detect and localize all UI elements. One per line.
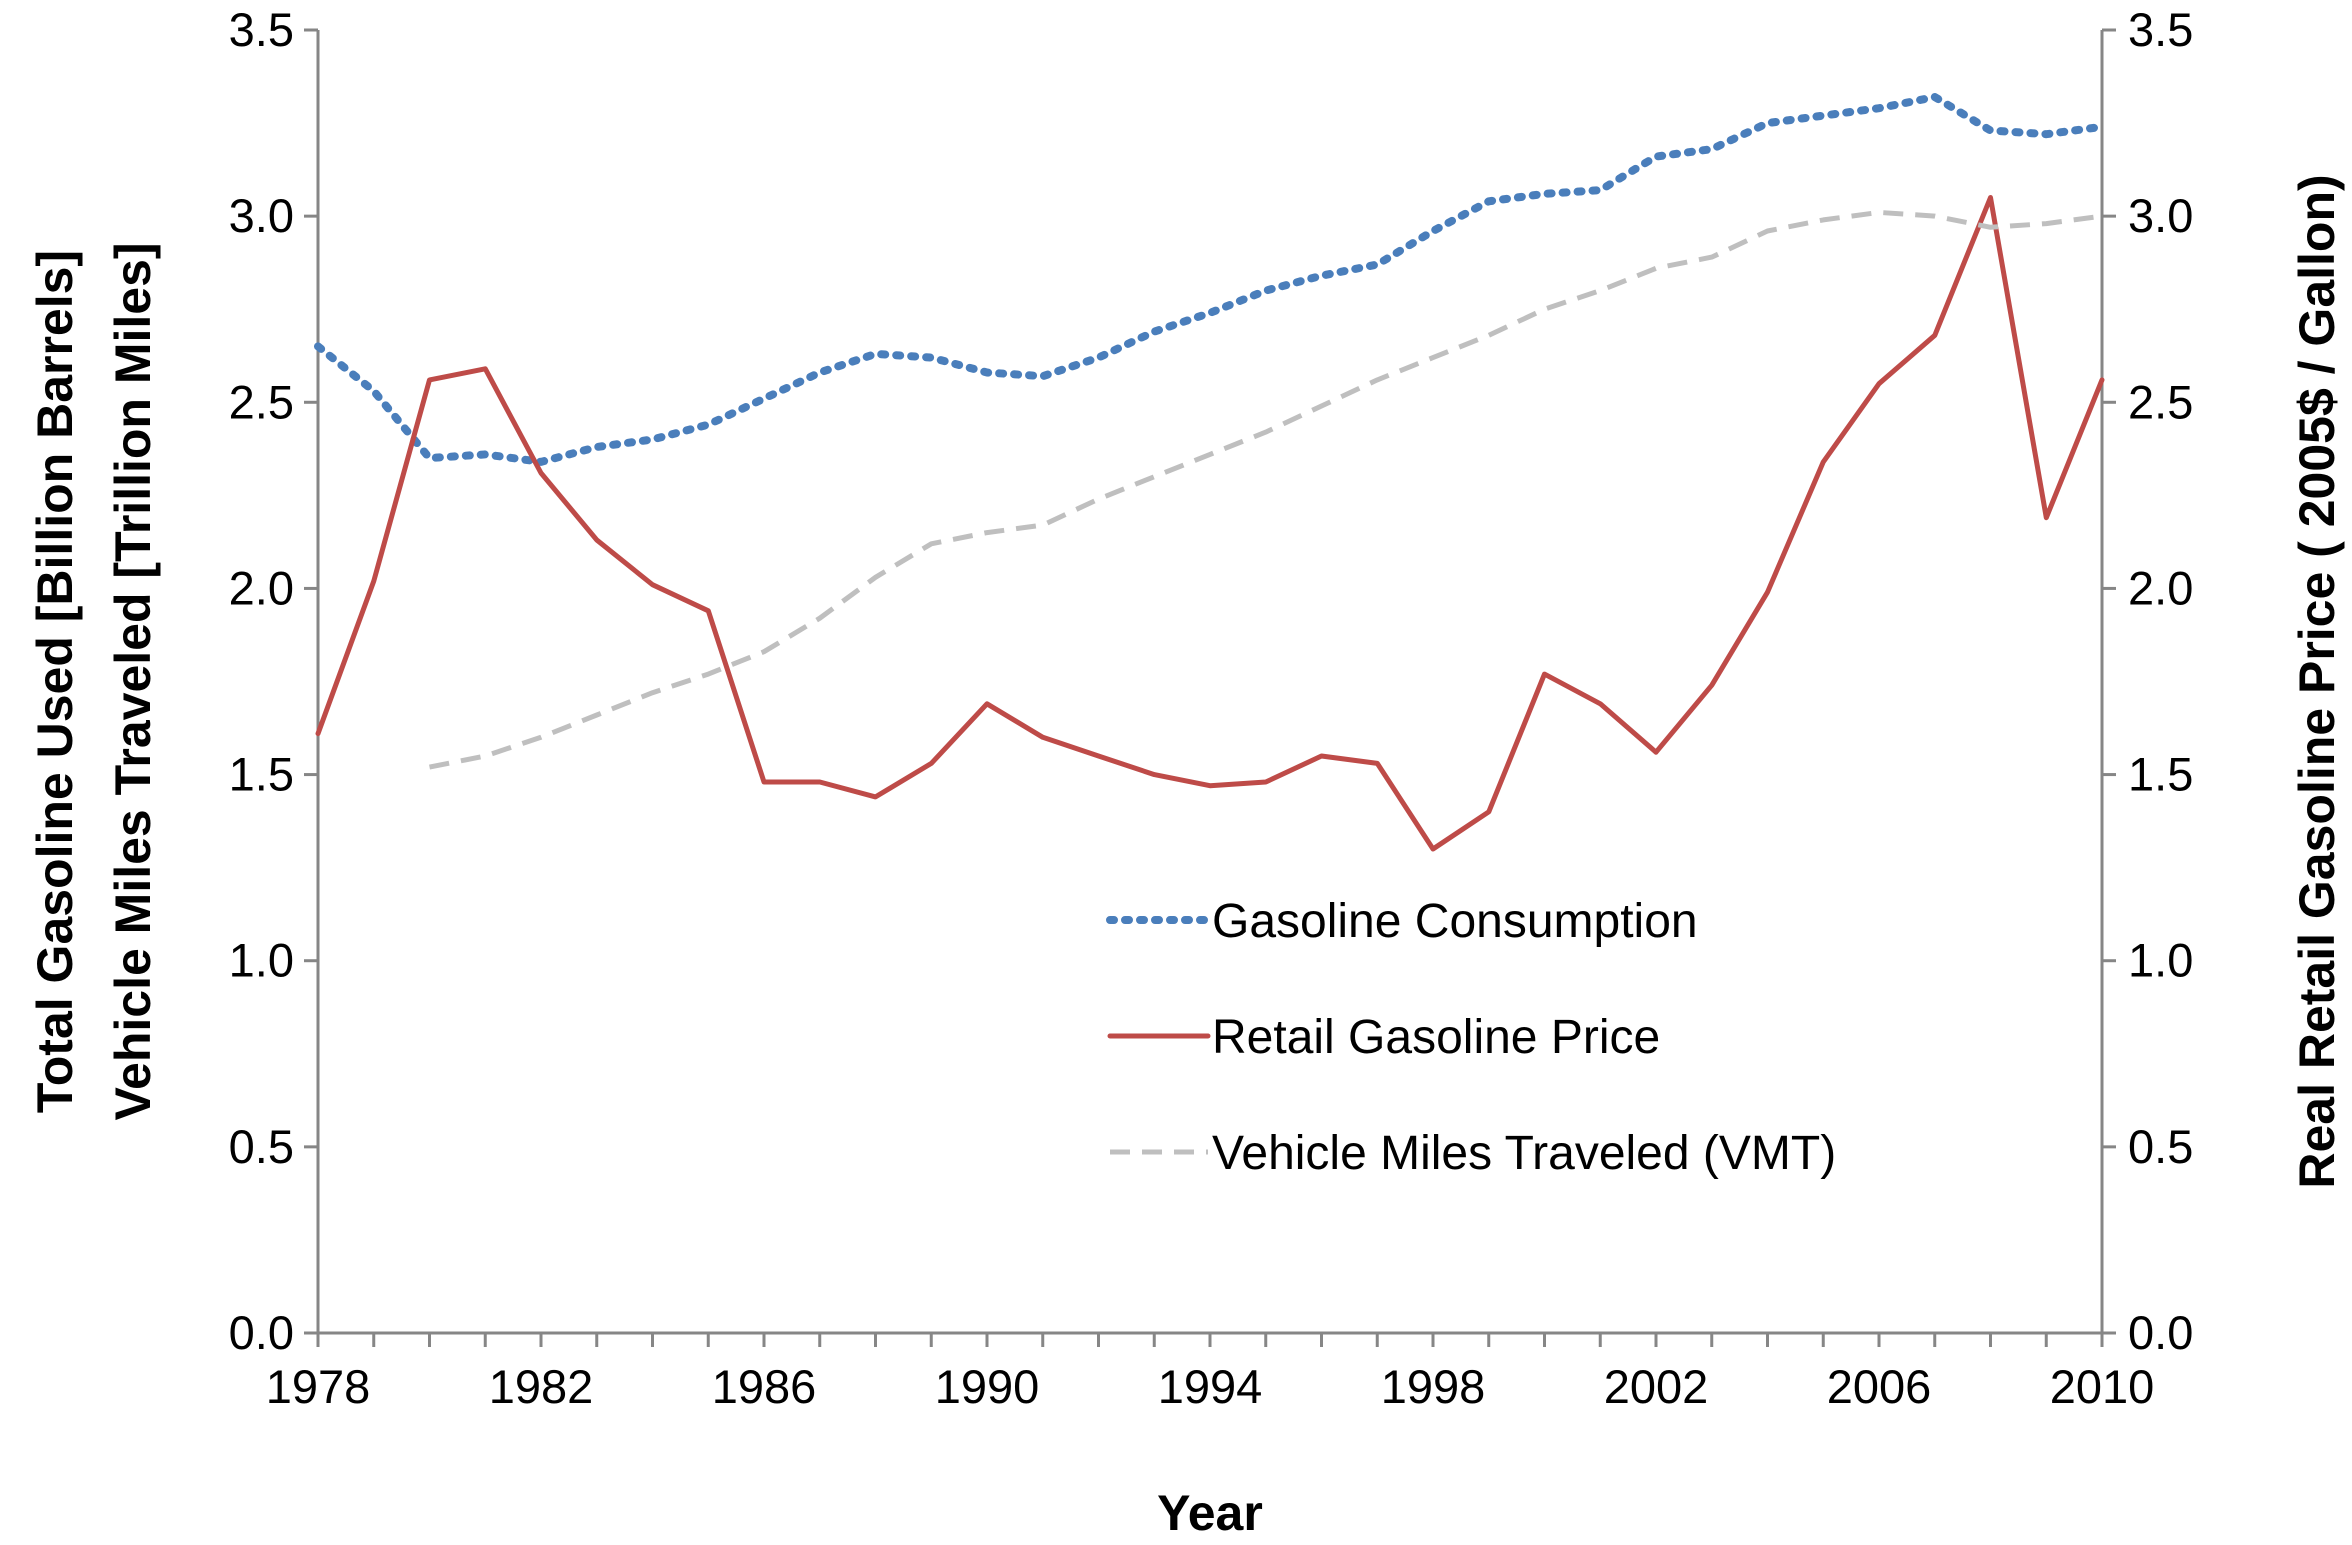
x-axis-title: Year — [1157, 1485, 1263, 1541]
x-tick-label-1986: 1986 — [712, 1360, 817, 1413]
legend: Gasoline Consumption Retail Gasoline Pric… — [1106, 895, 1836, 1180]
y-right-tick-label-2.5: 2.5 — [2128, 375, 2193, 428]
y-right-tick-label-2.0: 2.0 — [2128, 561, 2193, 614]
y-left-axis-title-line2: Vehicle Miles Traveled [Trillion Miles] — [105, 242, 161, 1120]
tick-marks — [304, 28, 2116, 1347]
series-line-gasoline-consumption — [314, 93, 2106, 466]
x-tick-label-1982: 1982 — [489, 1360, 594, 1413]
x-tick-label-2002: 2002 — [1604, 1360, 1709, 1413]
y-right-tick-label-3.0: 3.0 — [2128, 189, 2193, 242]
y-left-tick-label-2.0: 2.0 — [229, 561, 294, 614]
legend-label-gasoline-consumption: Gasoline Consumption — [1212, 895, 1698, 948]
x-tick-label-1990: 1990 — [935, 1360, 1040, 1413]
y-right-axis-title: Real Retail Gasoline Price ( 2005$ / Gal… — [2289, 174, 2345, 1188]
y-right-tick-label-0.0: 0.0 — [2128, 1306, 2193, 1359]
y-right-tick-label-0.5: 0.5 — [2128, 1120, 2193, 1173]
y-left-axis-title-line1: Total Gasoline Used [Billion Barrels] — [27, 250, 83, 1113]
legend-label-vehicle-miles-traveled-vmt: Vehicle Miles Traveled (VMT) — [1212, 1127, 1836, 1180]
y-right-tick-label-3.5: 3.5 — [2128, 3, 2193, 56]
tick-labels: 1978 1982 1986 1990 1994 1998 2002 2006 20100.00… — [229, 3, 2194, 1413]
y-right-tick-label-1.5: 1.5 — [2128, 748, 2193, 801]
y-left-tick-label-1.0: 1.0 — [229, 934, 294, 987]
y-left-tick-label-3.0: 3.0 — [229, 189, 294, 242]
y-left-tick-label-3.5: 3.5 — [229, 3, 294, 56]
y-left-tick-label-0.5: 0.5 — [229, 1120, 294, 1173]
series-line-retail-gasoline-price — [315, 195, 2105, 852]
y-right-tick-label-1.0: 1.0 — [2128, 934, 2193, 987]
x-tick-label-1994: 1994 — [1158, 1360, 1263, 1413]
x-tick-label-2006: 2006 — [1827, 1360, 1932, 1413]
legend-label-retail-gasoline-price: Retail Gasoline Price — [1212, 1011, 1660, 1064]
axis-titles: Year Total Gasoline Used [Billion Barrel… — [27, 174, 2345, 1541]
y-left-tick-label-1.5: 1.5 — [229, 748, 294, 801]
y-left-tick-label-2.5: 2.5 — [229, 375, 294, 428]
x-tick-label-1998: 1998 — [1381, 1360, 1486, 1413]
series-layer — [314, 93, 2106, 852]
series-line-vehicle-miles-traveled-vmt — [429, 209, 2103, 770]
x-tick-label-1978: 1978 — [266, 1360, 371, 1413]
y-left-tick-label-0.0: 0.0 — [229, 1306, 294, 1359]
x-tick-label-2010: 2010 — [2050, 1360, 2155, 1413]
